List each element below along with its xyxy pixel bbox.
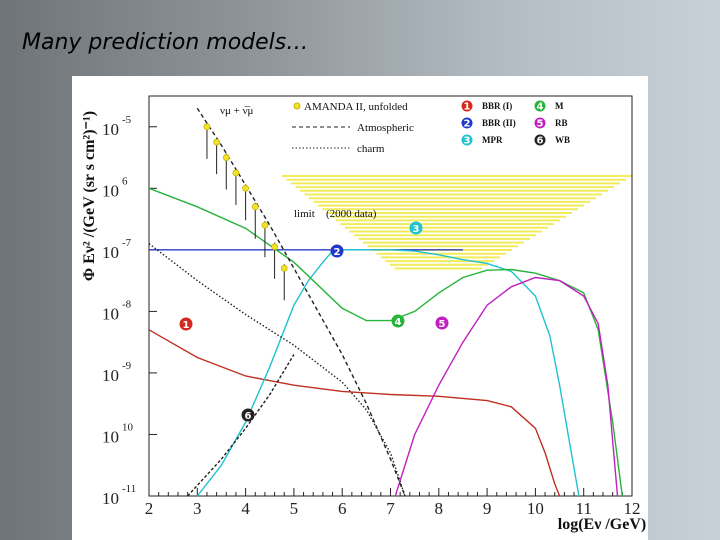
y-axis-label: Φ Eν² /(GeV (sr s cm²)⁻¹)	[81, 111, 98, 281]
plot-panel: 2 3 4 5 6 7 8 9 10 11 12 10 -5 10 6 10 -7 10 -8 10 -9 10 10 10-…	[72, 76, 648, 540]
x-tick-label: 8	[435, 499, 444, 518]
model-legend-badge	[534, 134, 546, 146]
amanda-data-point	[280, 264, 288, 272]
legend-numu-label: νμ + ν̅μ	[220, 105, 254, 117]
series-layer	[148, 107, 623, 497]
model-legend-label: BBR (I)	[482, 101, 512, 111]
y-tick-exponent: -11	[122, 483, 136, 495]
curve-badge-number: 5	[439, 319, 446, 330]
legend-atmospheric-label: Atmospheric	[357, 122, 414, 134]
model-legend-number: 6	[537, 136, 544, 147]
x-tick-label: 6	[338, 499, 347, 518]
limit-label: limit	[294, 208, 315, 220]
model-legend-badge	[534, 117, 546, 129]
y-tick-exponent: 10	[122, 421, 134, 433]
model-legend-number: 5	[537, 119, 544, 130]
series-rb	[394, 276, 619, 497]
x-tick-label: 9	[483, 499, 492, 518]
limit-bands	[282, 175, 632, 270]
model-legend-label: WB	[555, 135, 570, 145]
x-tick-label: 2	[145, 499, 154, 518]
curve-badge	[391, 314, 405, 328]
amanda-data-point	[213, 138, 221, 146]
amanda-data-point	[242, 184, 250, 192]
amanda-data-point	[271, 243, 278, 251]
plot-frame	[148, 95, 633, 497]
x-tick-label: 7	[386, 499, 395, 518]
curve-badge-number: 3	[413, 224, 420, 235]
amanda-data-point	[203, 123, 211, 131]
y-tick-exponent: 6	[122, 175, 128, 187]
y-tick-base: 10	[102, 427, 119, 446]
curve-badge-number: 1	[183, 320, 190, 331]
curve-badge	[330, 244, 344, 258]
amanda-data-point	[222, 154, 230, 161]
legend-amanda-label: AMANDA II, unfolded	[304, 101, 408, 113]
legend-amanda-marker	[293, 102, 301, 110]
x-tick-label: 10	[527, 499, 544, 518]
x-tick-label: 11	[576, 499, 592, 518]
series-atmospheric	[196, 107, 406, 497]
curve-badge	[409, 221, 423, 235]
model-legend-label: M	[555, 101, 564, 111]
y-tick-base: 10	[102, 243, 119, 262]
series-mpr	[196, 249, 580, 497]
x-tick-label: 4	[241, 499, 250, 518]
model-legend-number: 4	[537, 102, 544, 113]
legend-charm-label: charm	[357, 143, 385, 155]
model-legend-badge	[534, 100, 546, 112]
curve-badge-number: 6	[245, 411, 252, 422]
y-tick-exponent: -9	[122, 360, 132, 372]
curve-badge	[435, 316, 449, 330]
model-legend-badge	[461, 100, 473, 112]
model-legend-number: 1	[464, 102, 471, 113]
x-tick-label: 12	[624, 499, 641, 518]
y-tick-base: 10	[102, 120, 119, 139]
series-charm	[148, 243, 406, 497]
series-wb	[187, 354, 295, 497]
badges-layer: 1 2 3 4 5 6	[179, 221, 449, 422]
x-axis-label: log(Eν /GeV)	[558, 516, 646, 533]
model-legend-label: RB	[555, 118, 568, 128]
model-legend-number: 2	[464, 119, 471, 130]
y-tick-base: 10	[102, 489, 119, 508]
y-tick-base: 10	[102, 366, 119, 385]
curve-badge	[241, 408, 255, 422]
curve-badge-number: 2	[334, 247, 341, 258]
y-tick-exponent: -8	[122, 298, 132, 310]
legend-layer: AMANDA II, unfolded Atmospheric charm νμ + …	[220, 100, 570, 220]
amanda-data-point	[261, 221, 269, 229]
y-tick-exponent: -7	[122, 237, 132, 249]
limit-note: (2000 data)	[326, 208, 377, 220]
curve-badge-number: 4	[395, 317, 402, 328]
series-bbr-i-	[148, 329, 561, 497]
slide-title: Many prediction models…	[22, 30, 309, 55]
amanda-data-point	[232, 169, 240, 177]
model-legend-badge	[461, 134, 473, 146]
y-tick-base: 10	[102, 304, 119, 323]
x-tick-label: 3	[193, 499, 202, 518]
curve-badge	[179, 317, 193, 331]
model-legend-label: BBR (II)	[482, 118, 516, 128]
model-legend-badge	[461, 117, 473, 129]
y-tick-exponent: -5	[122, 114, 132, 126]
x-tick-label: 5	[290, 499, 299, 518]
model-legend-number: 3	[464, 136, 471, 147]
amanda-data-point	[251, 203, 259, 211]
model-legend-label: MPR	[482, 135, 503, 145]
y-tick-base: 10	[102, 181, 119, 200]
series-m	[148, 187, 623, 497]
